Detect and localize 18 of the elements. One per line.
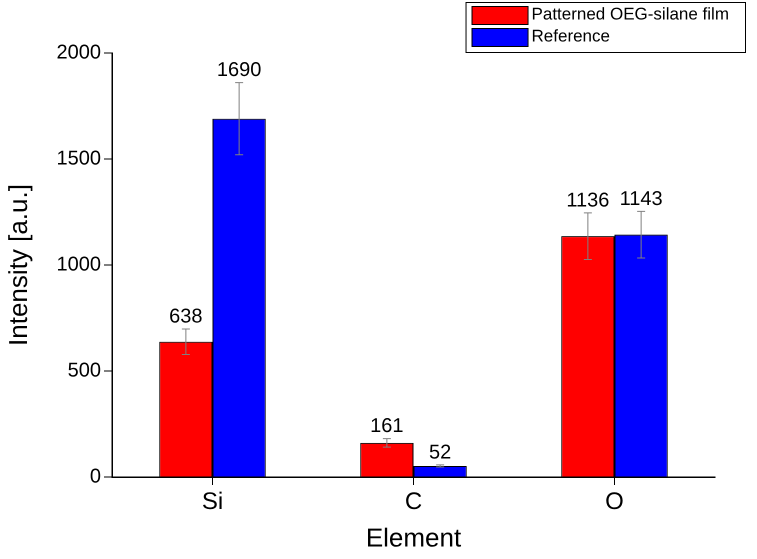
x-tick-label: C	[404, 488, 422, 516]
y-axis-title: Intensity [a.u.]	[2, 184, 33, 346]
x-tick-label: O	[605, 488, 624, 516]
data-label: 1690	[216, 59, 262, 82]
x-tick-label: Si	[202, 488, 224, 516]
data-label: 638	[169, 306, 203, 328]
data-label: 52	[429, 441, 452, 464]
y-tick-label: 0	[90, 466, 101, 488]
y-tick-label: 1000	[56, 254, 101, 276]
y-tick-label: 500	[68, 360, 101, 382]
data-label: 1136	[566, 189, 610, 212]
legend-label: Reference	[532, 26, 610, 46]
y-tick-label: 2000	[56, 42, 101, 64]
y-tick-label: 1500	[56, 148, 101, 170]
data-label: 1143	[620, 188, 663, 210]
legend-label: Patterned OEG-silane film	[532, 4, 729, 24]
x-axis-title: Element	[366, 522, 462, 553]
data-label: 161	[370, 415, 404, 438]
